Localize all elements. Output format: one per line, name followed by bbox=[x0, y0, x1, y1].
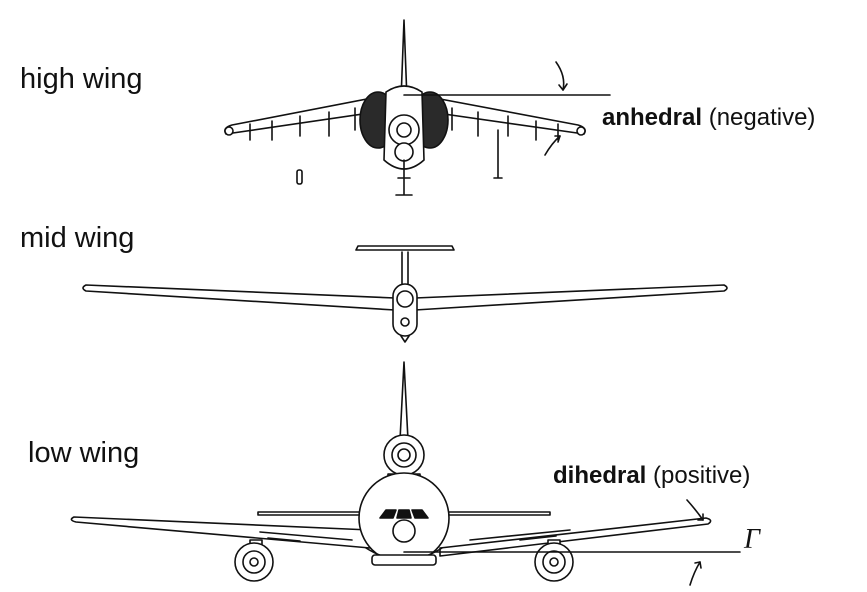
dihedral-term: dihedral bbox=[553, 462, 647, 489]
low-wing-label: low wing bbox=[28, 437, 140, 469]
anhedral-term: anhedral bbox=[602, 104, 703, 131]
mid-wing-aircraft bbox=[82, 245, 728, 343]
mid-wing-label: mid wing bbox=[20, 222, 135, 254]
high-wing-aircraft bbox=[224, 19, 611, 196]
dihedral-angle-symbol: Γ bbox=[744, 524, 760, 555]
dihedral-qualifier: (positive) bbox=[646, 462, 751, 489]
low-wing-aircraft bbox=[70, 361, 741, 586]
anhedral-qualifier: (negative) bbox=[702, 104, 816, 131]
dihedral-annotation: dihedral (positive) bbox=[553, 462, 750, 490]
high-wing-label: high wing bbox=[20, 63, 143, 95]
anhedral-annotation: anhedral (negative) bbox=[602, 104, 815, 132]
